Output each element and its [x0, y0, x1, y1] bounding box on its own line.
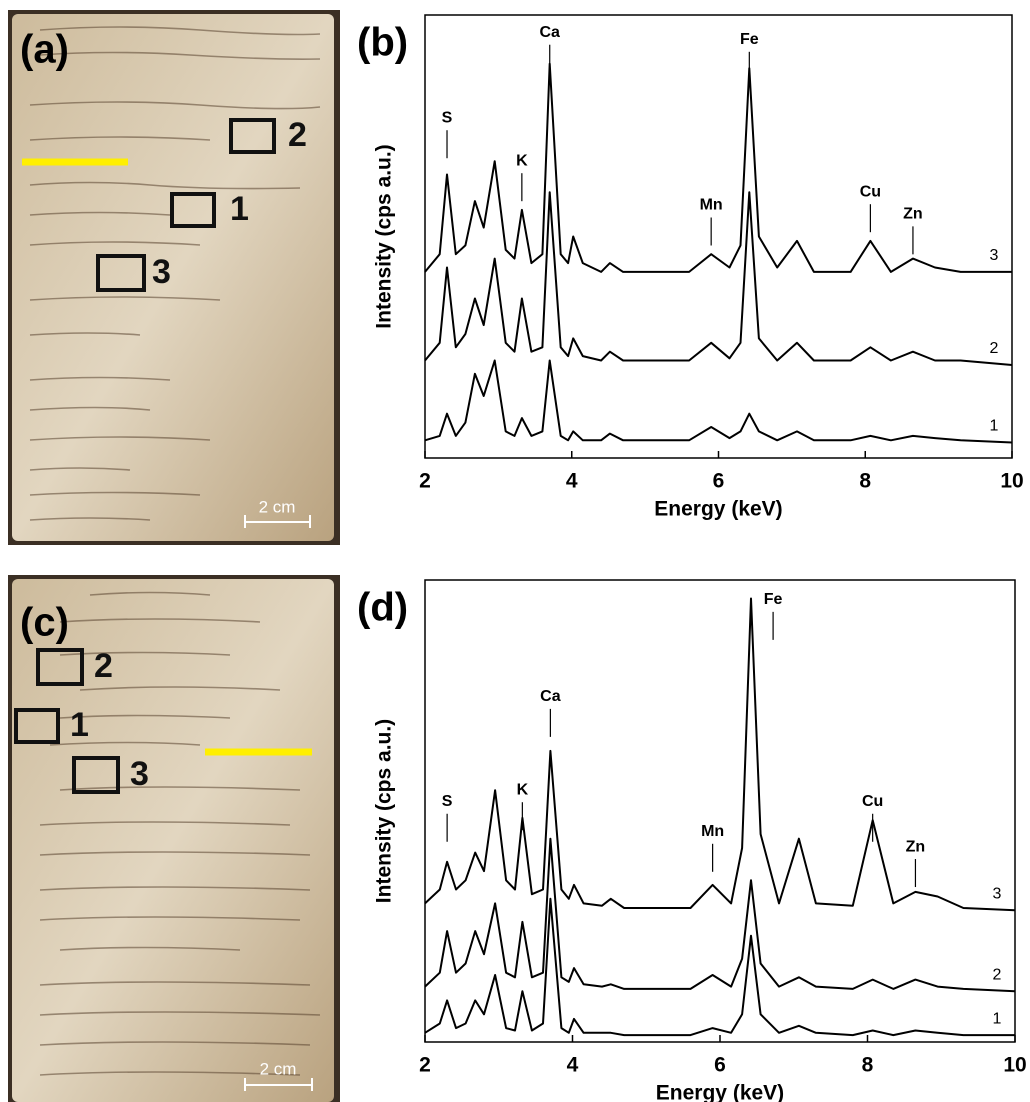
peak-label: Ca	[540, 24, 561, 41]
peak-label: Zn	[903, 206, 923, 223]
panel-label: (b)	[357, 21, 408, 65]
peak-label: Zn	[906, 838, 926, 855]
panel-label: (d)	[357, 586, 408, 630]
series-label: 2	[993, 966, 1002, 983]
panel-label: (c)	[20, 601, 69, 645]
spectrum-line	[424, 837, 1016, 993]
x-axis-label: Energy (keV)	[656, 1082, 784, 1102]
box-label: 2	[288, 116, 307, 154]
photo-c: 2 1 3 2 cm (c)	[8, 575, 340, 1102]
series-label: 2	[990, 340, 999, 357]
x-tick-label: 4	[566, 470, 578, 493]
y-axis-label: Intensity (cps a.u.)	[373, 719, 396, 903]
x-axis-label: Energy (keV)	[654, 498, 782, 521]
peak-label: Cu	[860, 183, 881, 200]
spectrum-line	[424, 62, 1012, 273]
peak-label: Fe	[764, 591, 783, 608]
x-tick-label: 2	[419, 470, 431, 493]
x-tick-label: 8	[859, 470, 871, 493]
x-tick-label: 6	[714, 1054, 726, 1077]
x-tick-label: 6	[713, 470, 725, 493]
series-label: 3	[990, 247, 999, 264]
box-label: 3	[130, 755, 149, 793]
peak-label: K	[516, 152, 528, 169]
x-tick-label: 10	[1000, 470, 1023, 493]
y-axis-label: Intensity (cps a.u.)	[373, 144, 396, 328]
scale-label: 2 cm	[260, 1059, 297, 1078]
spectrum-line	[424, 597, 1016, 912]
photo-a: 2 1 3 2 cm (a)	[8, 10, 340, 545]
peak-label: Fe	[740, 31, 759, 48]
spectrum-line	[424, 359, 1013, 444]
peak-label: Ca	[540, 688, 561, 705]
box-label: 2	[94, 647, 113, 685]
spectrum-line	[424, 191, 1013, 366]
x-tick-label: 2	[419, 1054, 431, 1077]
panel-label: (a)	[20, 28, 69, 72]
box-label: 3	[152, 253, 171, 291]
series-label: 1	[990, 418, 999, 435]
series-label: 3	[993, 886, 1002, 903]
peak-label: Cu	[862, 793, 883, 810]
peak-label: S	[442, 793, 453, 810]
x-tick-label: 10	[1003, 1054, 1026, 1077]
box-label: 1	[230, 190, 249, 228]
series-label: 1	[993, 1010, 1002, 1027]
scale-label: 2 cm	[259, 497, 296, 516]
spectrum-line	[424, 897, 1015, 1037]
peak-label: Mn	[700, 197, 723, 214]
peak-label: S	[442, 109, 453, 126]
x-tick-label: 8	[862, 1054, 874, 1077]
plot-frame	[424, 579, 1016, 1043]
box-label: 1	[70, 706, 89, 744]
peak-label: K	[517, 781, 529, 798]
plot-frame	[424, 14, 1013, 459]
x-tick-label: 4	[567, 1054, 579, 1077]
peak-label: Mn	[701, 823, 724, 840]
